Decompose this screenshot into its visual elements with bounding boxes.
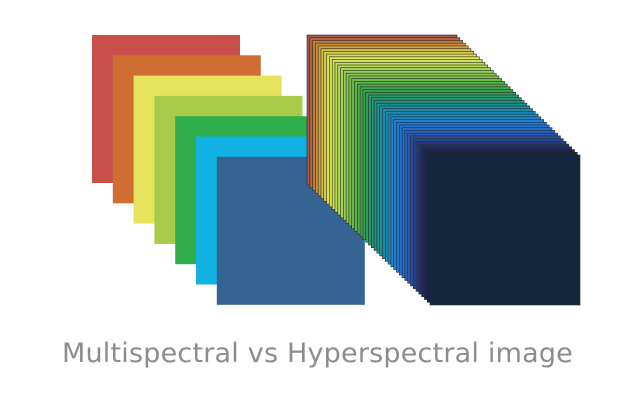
diagram-caption: Multispectral vs Hyperspectral image bbox=[61, 338, 573, 369]
hyperspectral-front-band bbox=[430, 155, 580, 305]
multispectral-stack bbox=[92, 35, 365, 305]
hyperspectral-stack bbox=[306, 34, 581, 306]
